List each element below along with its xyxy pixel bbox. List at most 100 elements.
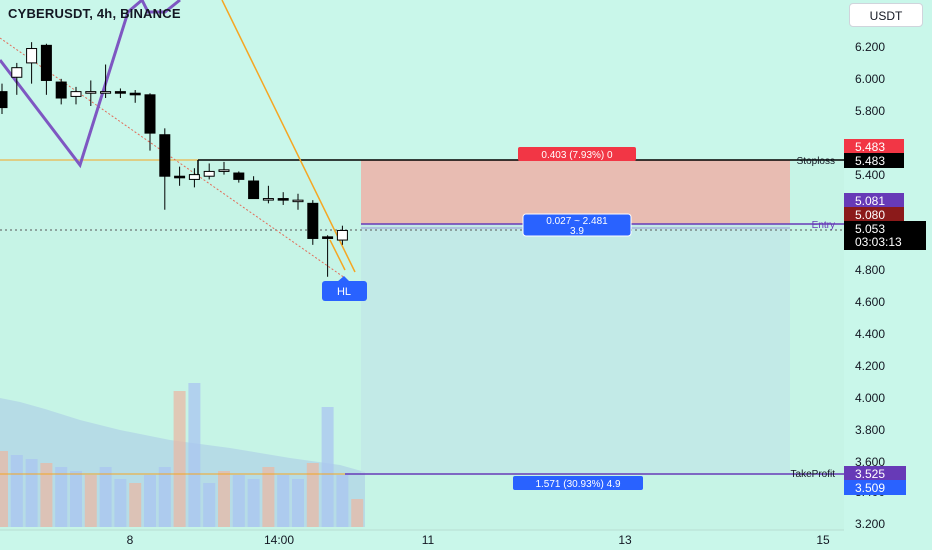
time-tick: 11 [422,533,435,547]
volume-bar [321,407,334,527]
takeprofit-line-label: TakeProfit [791,469,836,480]
price-tick: 3.800 [855,423,885,437]
candle[interactable] [55,81,67,99]
candle[interactable] [129,92,141,96]
volume-bar [188,383,201,527]
volume-bar [10,455,23,527]
volume-bar [55,467,68,527]
price-tick: 4.400 [855,327,885,341]
price-tick: 5.400 [855,168,885,182]
current-price-tag [844,221,926,250]
volume-bar [232,475,245,527]
time-tick: 8 [127,533,134,547]
candle[interactable] [203,170,215,177]
takeprofit-price-tag-purple-text: 3.525 [855,467,885,481]
entry-price-tag-purple [844,193,904,208]
price-tick: 3.200 [855,517,885,531]
target-info-text: 1.571 (30.93%) 4.9 [535,479,620,490]
volume-bar [292,479,304,527]
time-tick: 15 [816,533,830,547]
volume-bar [336,475,349,527]
target-info-badge [513,476,643,490]
volume-bar [99,467,112,527]
time-tick: 14:00 [264,533,294,547]
hl-marker-arrow [337,276,350,282]
volume-bar [262,467,275,527]
orange-line-segment [329,239,346,271]
stop-info-badge [518,147,636,161]
price-tick: 6.000 [855,72,885,86]
candles-group [0,42,348,277]
candle[interactable] [114,91,126,94]
candle[interactable] [188,174,200,180]
candle[interactable] [248,180,260,200]
volume-bar [173,391,186,527]
time-axis[interactable] [0,530,932,550]
stoploss-zone[interactable] [361,160,790,224]
candle[interactable] [70,91,82,97]
candle[interactable] [40,44,52,81]
candle[interactable] [277,198,289,201]
candle[interactable] [336,229,348,241]
candle[interactable] [11,67,23,78]
hl-marker-label: HL [337,286,351,298]
stoploss-price-tag-black [844,153,904,168]
candle[interactable] [26,48,38,64]
purple-pattern-line[interactable] [0,0,181,169]
volume-bar [40,463,53,527]
candle[interactable] [100,91,112,94]
price-tick: 4.000 [855,391,885,405]
candle[interactable] [0,91,8,109]
symbol-title[interactable]: CYBERUSDT, 4h, BINANCE [8,6,181,21]
hl-marker[interactable] [322,281,367,301]
volume-bar [247,479,260,527]
price-axis-ticks: 6.200 6.000 5.800 5.400 4.800 4.600 4.40… [855,40,885,531]
price-tick: 4.200 [855,359,885,373]
candle[interactable] [159,134,171,177]
candle[interactable] [307,202,319,239]
entry-info-badge [522,213,632,237]
price-tick: 4.600 [855,295,885,309]
candle[interactable] [233,172,245,180]
stoploss-price-tag-red [844,139,904,154]
entry-info-text-2: 3.9 [570,226,584,237]
takeprofit-price-tag-blue [844,480,906,495]
price-tick: 3.600 [855,455,885,469]
entry-price-tag-purple-text: 5.081 [855,194,885,208]
entry-price-tag-red-text: 5.080 [855,208,885,222]
volume-bar [84,475,97,527]
candle[interactable] [85,91,97,94]
takeprofit-price-tag-purple [844,466,906,481]
candle[interactable] [292,199,304,203]
stop-info-text: 0.403 (7.93%) 0 [541,150,613,161]
candle[interactable] [322,236,334,239]
volume-bar [144,475,156,527]
current-price-text: 5.053 [855,222,885,236]
price-axis[interactable] [844,0,932,530]
candle[interactable] [262,198,274,201]
volume-bar [306,463,319,527]
volume-bar [70,471,82,527]
candle[interactable] [174,175,186,179]
stoploss-price-tag-red-text: 5.483 [855,140,885,154]
candle[interactable] [144,94,156,134]
volume-bar [351,499,364,527]
volume-bar [0,451,8,527]
entry-price-tag-red [844,207,904,222]
volume-bar [25,459,38,527]
volume-bar [203,483,216,527]
orange-trend-line[interactable] [221,0,356,273]
volume-bar [218,471,230,527]
candle[interactable] [218,169,230,172]
stoploss-line-label: Stoploss [797,156,835,167]
takeprofit-zone[interactable] [361,224,790,474]
volume-bar [158,467,171,527]
entry-info-text-1: 0.027 ~ 2.481 [546,216,608,227]
price-tick: 4.800 [855,263,885,277]
price-tick: 5.800 [855,104,885,118]
price-tick: 6.200 [855,40,885,54]
time-tick: 13 [618,533,632,547]
currency-button[interactable]: USDT [849,3,923,27]
volume-bar [114,479,127,527]
